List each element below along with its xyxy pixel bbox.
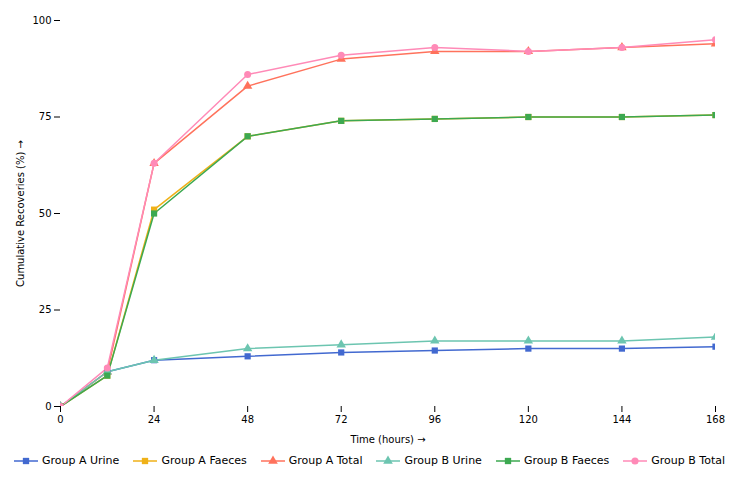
svg-text:48: 48 xyxy=(241,414,254,425)
svg-text:0: 0 xyxy=(57,414,63,425)
html-text:Group A Faeces: Group A Faeces xyxy=(161,454,247,467)
svg-text:0: 0 xyxy=(45,401,51,412)
svg-text:75: 75 xyxy=(39,111,52,122)
svg-text:168: 168 xyxy=(706,414,725,425)
html-text:Group B Urine: Group B Urine xyxy=(404,454,482,467)
svg-text:144: 144 xyxy=(612,414,631,425)
html-text:Group A Total: Group A Total xyxy=(288,454,363,467)
html-text:Group B Faeces: Group B Faeces xyxy=(523,454,610,467)
svg-text:24: 24 xyxy=(148,414,161,425)
svg-text:100: 100 xyxy=(32,15,51,26)
svg-text:50: 50 xyxy=(39,208,52,219)
html-text:Group A Urine: Group A Urine xyxy=(42,454,120,467)
html-text:Group B Total: Group B Total xyxy=(651,454,725,467)
svg-text:Time (hours) →: Time (hours) → xyxy=(349,434,425,445)
svg-text:96: 96 xyxy=(428,414,441,425)
svg-text:72: 72 xyxy=(335,414,348,425)
svg-text:120: 120 xyxy=(519,414,538,425)
svg-text:Cumulative Recoveries (%) →: Cumulative Recoveries (%) → xyxy=(15,140,26,287)
svg-text:25: 25 xyxy=(39,304,52,315)
